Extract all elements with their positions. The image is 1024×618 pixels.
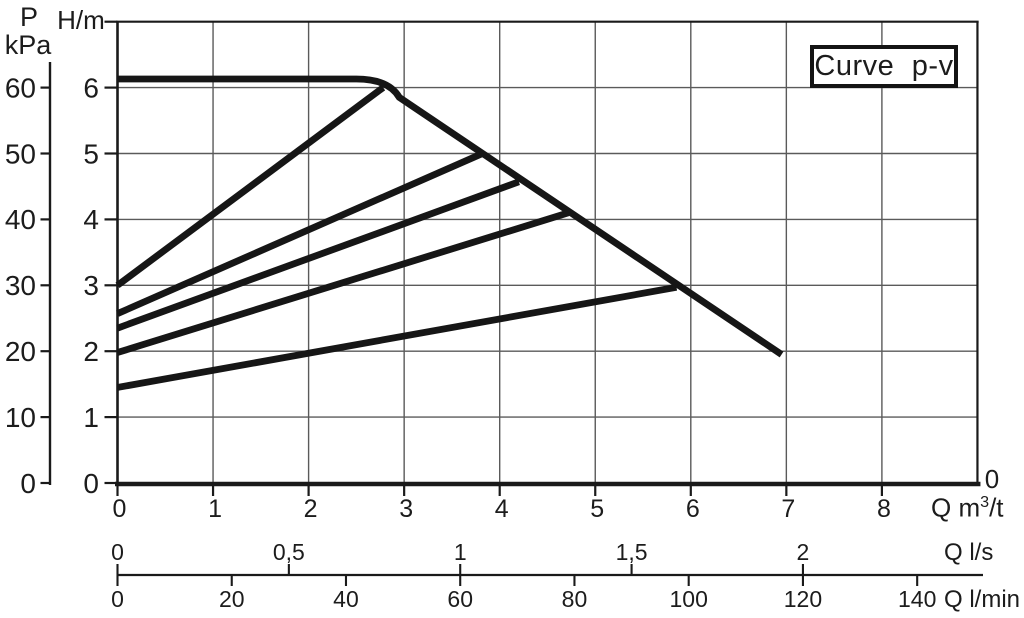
- pressure-tick-label: 10: [5, 402, 36, 433]
- flow-lmin-tick-label: 0: [111, 586, 124, 612]
- pressure-tick-label: 40: [5, 204, 36, 235]
- head-axis-unit-label: H/m: [57, 5, 105, 35]
- flow-lmin-tick-label: 80: [562, 586, 588, 612]
- flow-tick-label: 0: [113, 495, 127, 523]
- flow-tick-label: 1: [208, 495, 222, 523]
- flow-ls-tick-label: 2: [797, 539, 810, 565]
- flow-ls-tick-label: 0: [111, 539, 124, 565]
- pressure-tick-label: 0: [20, 468, 36, 499]
- flow-lmin-tick-label: 60: [447, 586, 473, 612]
- head-tick-label: 5: [83, 138, 99, 169]
- flow-lmin-unit-label: Q l/min: [944, 586, 1021, 613]
- curve-pv-setting-3: [116, 178, 520, 332]
- flow-ls-tick-label: 1: [454, 539, 467, 565]
- head-tick-label: 2: [83, 336, 99, 367]
- pressure-tick-label: 30: [5, 270, 36, 301]
- curve-pv-setting-4: [116, 209, 570, 356]
- right-axis-zero-label: 0: [984, 464, 1000, 494]
- flow-lmin-tick-label: 120: [784, 586, 822, 612]
- flow-lmin-tick-label: 100: [670, 586, 708, 612]
- curve-pv-setting-1: [115, 84, 386, 289]
- pressure-tick-label: 20: [5, 336, 36, 367]
- legend-box: Curve p-v: [810, 45, 958, 88]
- flow-lmin-tick-label: 140: [898, 586, 936, 612]
- flow-ls-unit-label: Q l/s: [944, 539, 994, 566]
- pressure-axis-unit-label: kPa: [4, 30, 52, 60]
- flow-lmin-tick-label: 40: [333, 586, 359, 612]
- flow-ls-tick-label: 1,5: [616, 539, 648, 565]
- flow-m3t-unit-sup: 3: [980, 493, 990, 511]
- flow-ls-tick-label: 0,5: [273, 539, 305, 565]
- curve-pv-setting-2: [116, 150, 484, 317]
- flow-tick-label: 6: [686, 495, 700, 523]
- flow-tick-label: 5: [590, 495, 604, 523]
- flow-tick-label: 3: [399, 495, 413, 523]
- head-tick-label: 0: [83, 468, 99, 499]
- head-tick-label: 1: [83, 402, 99, 433]
- flow-tick-label: 7: [781, 495, 795, 523]
- flow-tick-label: 4: [495, 495, 509, 523]
- pressure-tick-label: 50: [5, 138, 36, 169]
- head-tick-label: 4: [83, 204, 99, 235]
- legend-label: Curve p-v: [814, 50, 954, 82]
- flow-tick-label: 2: [304, 495, 318, 523]
- head-tick-label: 3: [83, 270, 99, 301]
- flow-m3t-unit-post: /t: [989, 492, 1004, 523]
- flow-m3t-unit-pre: Q m: [931, 492, 981, 523]
- flow-lmin-tick-label: 20: [219, 586, 245, 612]
- flow-tick-label: 8: [877, 495, 891, 523]
- flow-m3t-unit-label: Q m3/t: [931, 494, 1004, 522]
- head-tick-label: 6: [83, 72, 99, 103]
- curve-max-speed-curve: [117, 75, 784, 358]
- curve-pv-setting-5: [116, 283, 678, 391]
- pressure-tick-label: 60: [5, 72, 36, 103]
- pressure-axis-title: P: [19, 2, 38, 32]
